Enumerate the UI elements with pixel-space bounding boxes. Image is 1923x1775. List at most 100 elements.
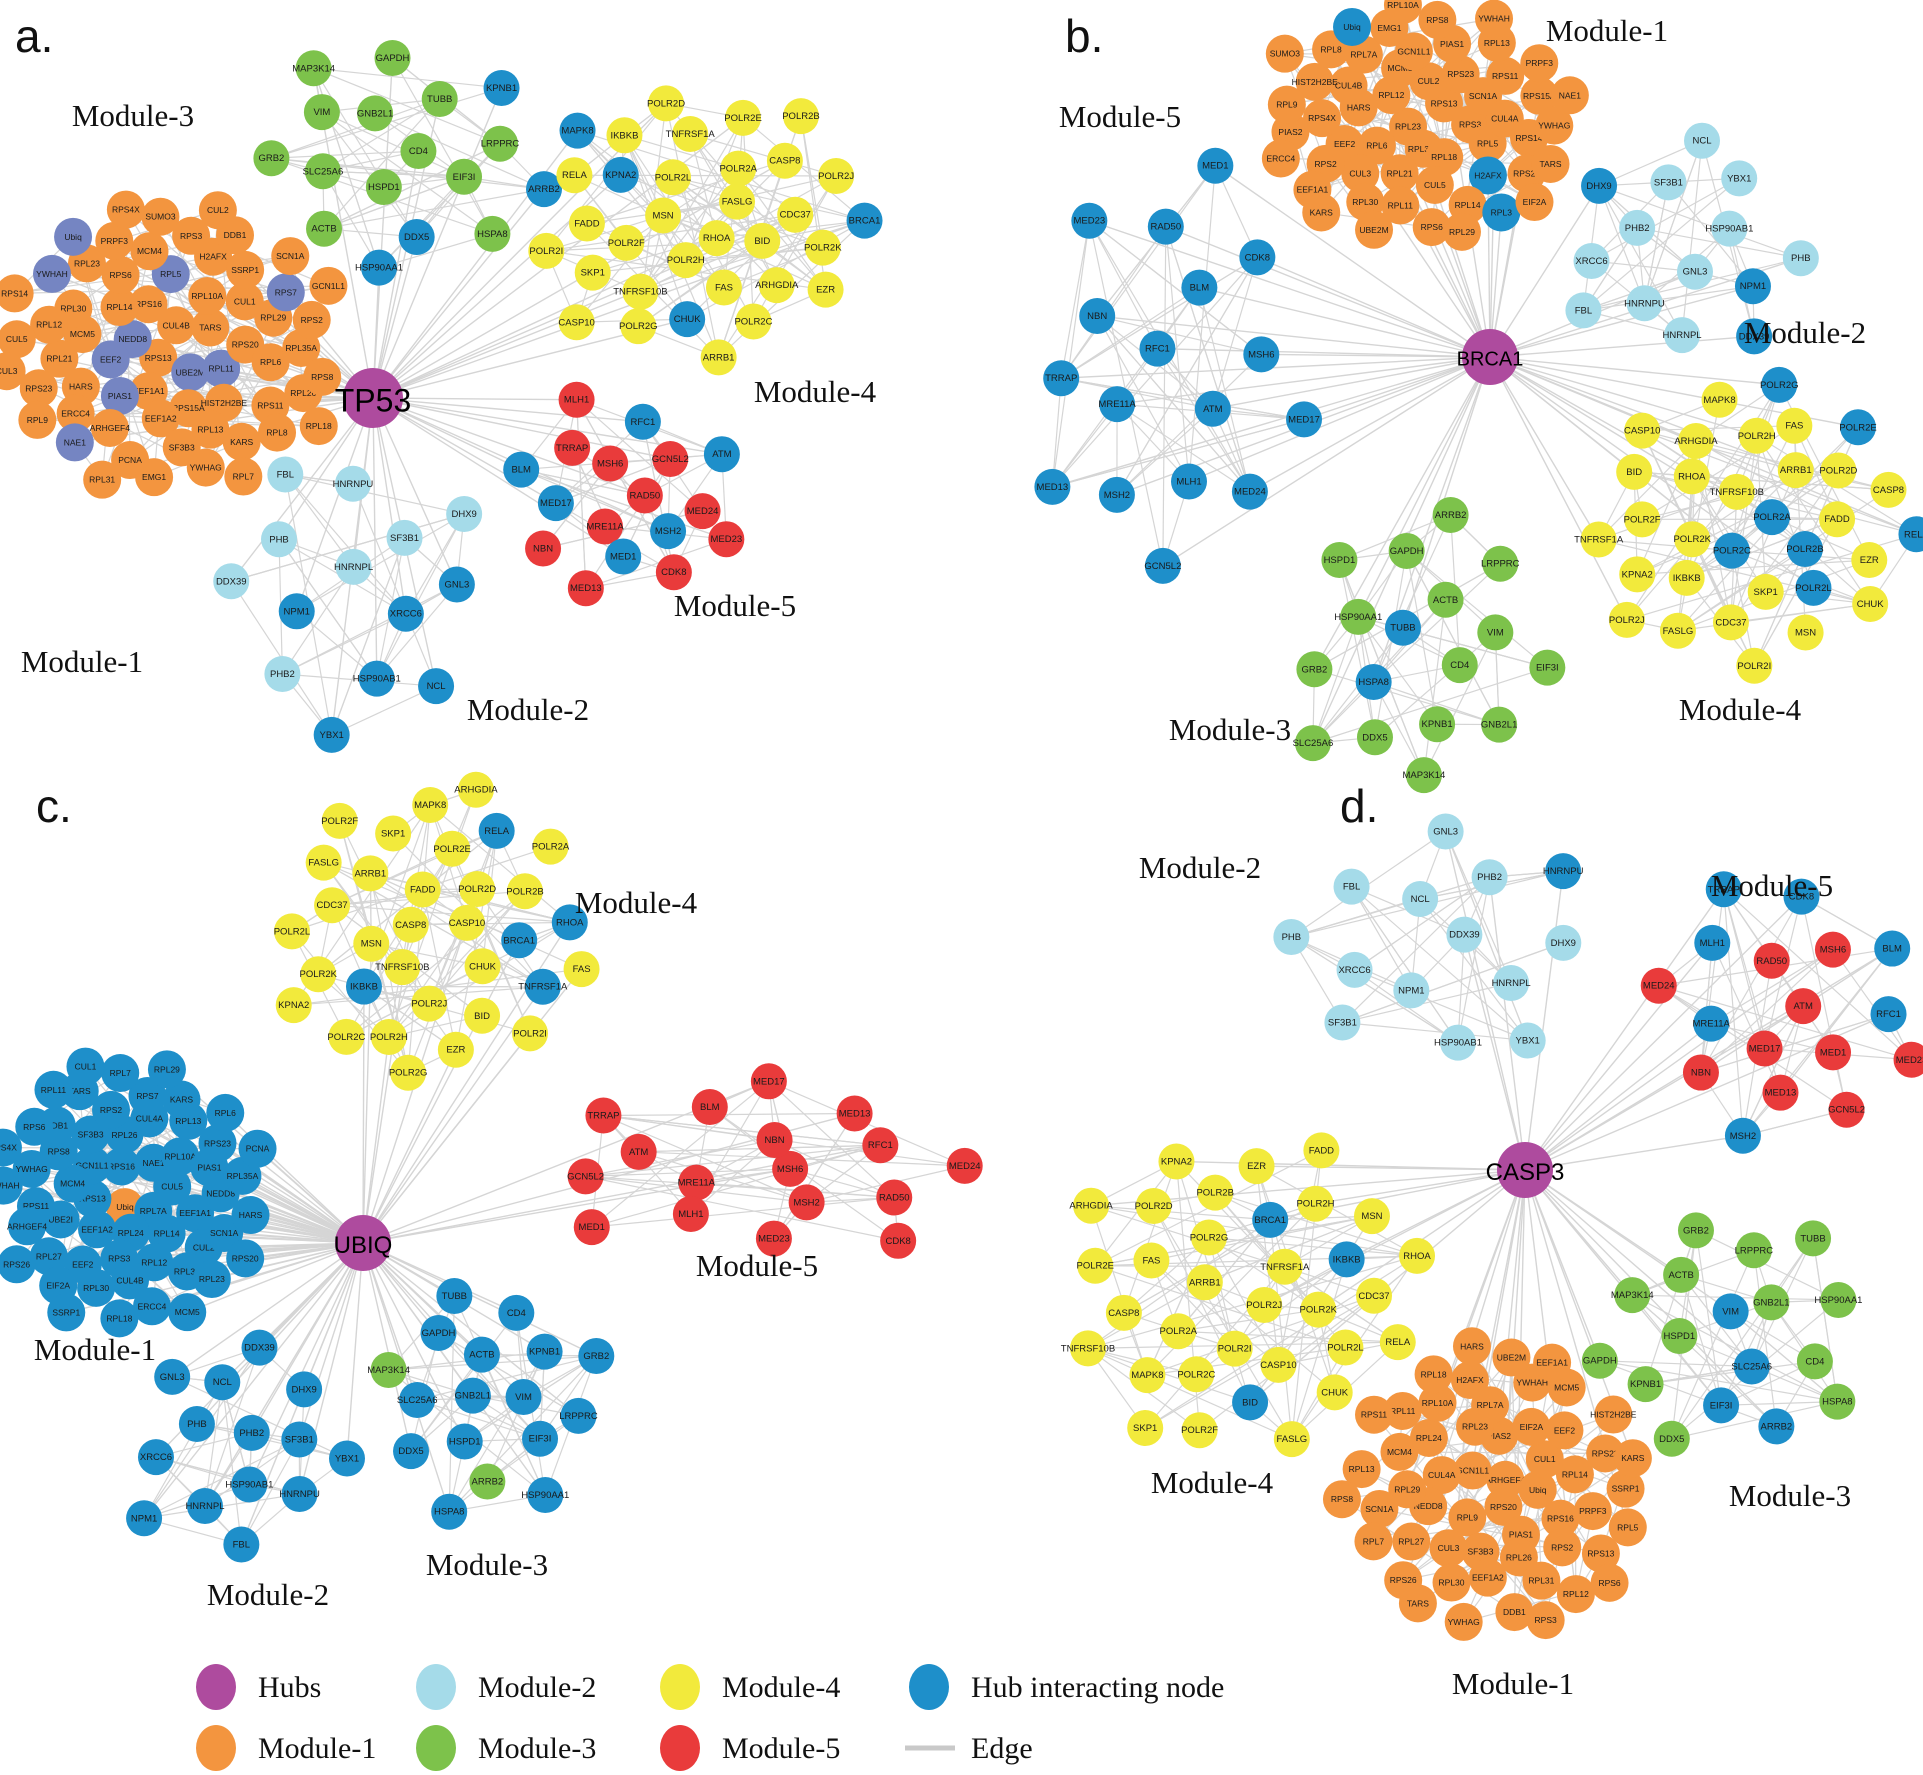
node-CUL5 [0,320,36,359]
hub-edge [1315,1169,1526,1205]
node-PHB [178,1406,215,1443]
node-RAD50 [1753,942,1790,979]
legend-label-hub-interacting-node: Hub interacting node [971,1671,1224,1704]
hub-node-BRCA1 [1462,329,1518,385]
node-GCN5L2 [1828,1091,1865,1128]
hub-edge [1489,356,1757,437]
node-ARRB2 [469,1463,506,1500]
module-label-d-Module-1: Module-1 [1452,1666,1574,1701]
hub-edge [372,102,667,399]
hub-edge [372,397,407,614]
node-TNFRSF10B [384,949,421,986]
node-CASP8 [392,906,429,943]
node-SF3B1 [386,519,423,556]
edge [1051,287,1200,488]
node-ARHGEF4 [1486,1460,1525,1499]
node-POLR2E [725,99,762,136]
node-ERCC4 [1261,139,1300,178]
node-BID [1616,453,1653,490]
panel-a: RPS13CUL4BUBE2MNEDD8TARSEEF1A1RPS16RPL11… [0,10,883,753]
node-CUL1 [66,1047,105,1086]
node-SCN1A [1360,1489,1399,1528]
node-IKBKB [1328,1241,1365,1278]
node-POLR2I [1216,1330,1253,1367]
edge [1780,948,1893,1094]
edge [271,150,419,159]
node-HIST2H2BE [1295,62,1334,101]
node-GNL3 [438,566,475,603]
node-POLR2B [1786,530,1823,567]
node-ARRB2 [1758,1408,1795,1445]
edge [1212,257,1258,409]
hub-edge [372,188,545,399]
edge [1314,668,1500,726]
edge [1598,440,1697,540]
node-RPS15A [1520,76,1559,115]
hub-edge [346,1242,364,1459]
node-RFC1 [1139,330,1176,367]
node-HSP90AA1 [1820,1281,1857,1318]
hub-edge [204,1242,364,1507]
edge [1686,518,1838,579]
edge [1087,1347,1251,1403]
edge [323,176,465,230]
node-POLR2C [735,303,772,340]
legend-label-module-3: Module-3 [478,1732,596,1765]
node-RELA [1898,516,1923,553]
node-CUL2 [198,191,237,230]
node-TUBB [421,81,458,118]
node-MCM4 [130,232,169,271]
node-ATM [620,1133,657,1170]
hub-edge [230,397,374,582]
node-EZR [807,271,844,308]
node-RPL27 [29,1237,68,1276]
node-XRCC6 [387,595,424,632]
edge [592,247,823,274]
hub-edge [1212,356,1491,410]
node-POLR2A [1160,1313,1197,1350]
node-MCM4 [53,1164,92,1203]
node-POLR2A [1753,499,1790,536]
node-POLR2H [1738,417,1775,454]
node-CUL2 [1409,62,1448,101]
node-YBX1 [1721,160,1758,197]
node-Ubiq [1333,7,1372,46]
node-NPM1 [126,1500,163,1537]
edge [388,890,526,1038]
node-RPS6 [1412,208,1451,247]
node-POLR2D [1820,452,1857,489]
legend-label-edge: Edge [971,1732,1033,1765]
edge [1645,1360,1815,1385]
node-FADD [568,205,605,242]
node-NCL [204,1364,241,1401]
node-EIF3I [1529,649,1566,686]
edge [313,67,501,145]
node-SKP1 [1127,1410,1164,1447]
node-MSH2 [788,1184,825,1221]
node-MSN [1787,614,1824,651]
node-UBE2M [1355,210,1394,249]
node-KPNA2 [1158,1143,1195,1180]
node-IKBKB [345,968,382,1005]
node-TUBB [1384,609,1421,646]
node-XRCC6 [1336,951,1373,988]
edge [576,215,664,323]
node-POLR2I [1736,647,1773,684]
node-POLR2E [1840,409,1877,446]
node-GNB2L1 [454,1377,491,1414]
hub-edge [372,150,420,399]
node-CDK8 [880,1222,917,1259]
module-label-d-Module-2: Module-2 [1139,850,1261,885]
edge [585,1175,895,1199]
edge [1457,877,1491,1043]
node-BRCA1 [1252,1201,1289,1238]
hub-edge [362,1242,546,1496]
node-TARS [191,308,230,347]
node-MSN [645,197,682,234]
node-RPS7 [266,273,305,312]
node-MED23 [1071,202,1108,239]
node-LRPPRC [482,125,519,162]
hub-edge [1188,356,1491,483]
node-RFC1 [862,1127,899,1164]
node-MRE11A [1693,1005,1730,1042]
